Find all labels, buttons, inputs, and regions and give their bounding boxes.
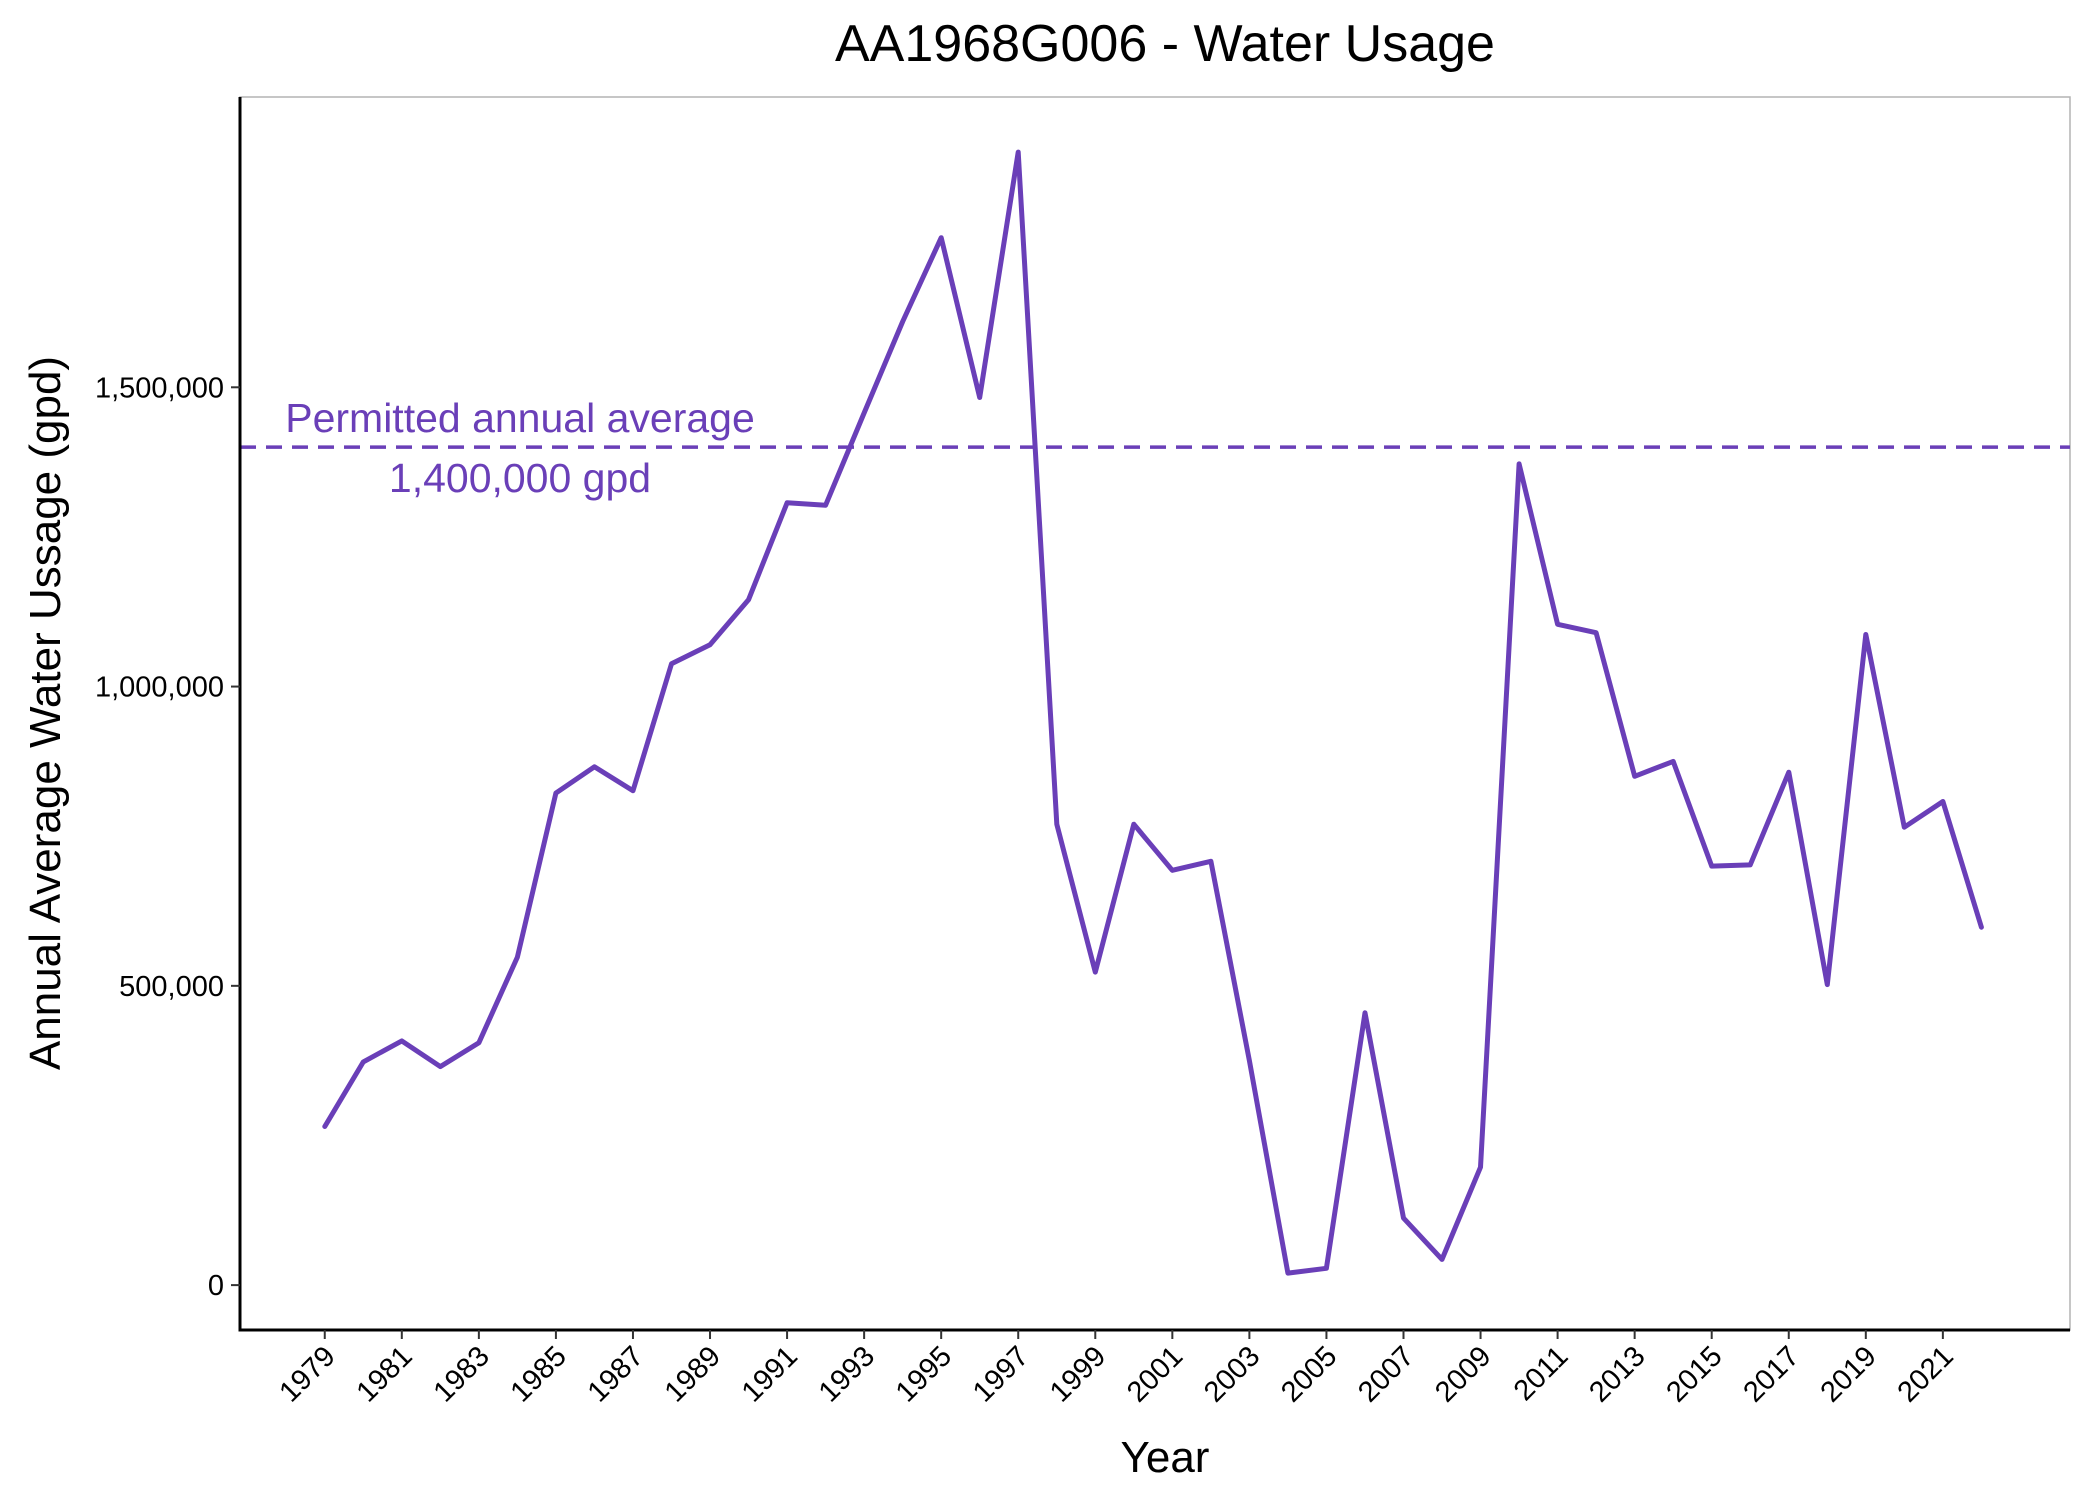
- x-tick-label: 2009: [1429, 1340, 1497, 1408]
- x-tick-label: 2007: [1352, 1340, 1420, 1408]
- x-ticks-group: 1979 1981 1983 1985 1987 1989 1991 1993 1995 1997…: [273, 1330, 1960, 1409]
- x-tick-label: 1983: [428, 1340, 496, 1408]
- x-tick-label: 1993: [813, 1340, 881, 1408]
- x-tick-label: 1989: [659, 1340, 727, 1408]
- x-tick-label: 2021: [1892, 1340, 1960, 1408]
- y-tick-label: 500,000: [119, 971, 224, 1003]
- x-axis-title: Year: [1121, 1433, 1210, 1482]
- x-tick-label: 1999: [1044, 1340, 1112, 1408]
- x-tick-label: 1985: [505, 1340, 573, 1408]
- x-tick-label: 1987: [582, 1340, 650, 1408]
- y-axis-title: Annual Average Water Ussage (gpd): [21, 356, 70, 1070]
- x-tick-label: 2019: [1815, 1340, 1883, 1408]
- x-tick-label: 1997: [967, 1340, 1035, 1408]
- x-tick-label: 2001: [1121, 1340, 1189, 1408]
- x-tick-label: 2003: [1198, 1340, 1266, 1408]
- y-tick-label: 1,000,000: [95, 672, 224, 704]
- x-tick-label: 2015: [1660, 1340, 1728, 1408]
- series-line: [322, 149, 1984, 1276]
- y-tick-label: 1,500,000: [95, 372, 224, 404]
- x-tick-label: 2017: [1737, 1340, 1805, 1408]
- x-tick-label: 1991: [736, 1340, 804, 1408]
- x-tick-label: 2005: [1275, 1340, 1343, 1408]
- y-tick-label: 0: [208, 1270, 224, 1302]
- chart-title: AA1968G006 - Water Usage: [835, 15, 1495, 73]
- x-tick-label: 1979: [273, 1340, 341, 1408]
- x-tick-label: 2013: [1583, 1340, 1651, 1408]
- series-group: [322, 149, 1984, 1276]
- permit-label-line1: Permitted annual average: [285, 395, 755, 441]
- plot-background: [239, 96, 2071, 1331]
- x-tick-label: 1995: [890, 1340, 958, 1408]
- reference-line-group: Permitted annual average 1,400,000 gpd: [240, 395, 2070, 501]
- axes-group: [238, 97, 2070, 1332]
- permit-label-line2: 1,400,000 gpd: [389, 455, 651, 501]
- x-tick-label: 2011: [1508, 1340, 1575, 1407]
- x-tick-label: 1981: [351, 1340, 419, 1408]
- y-ticks-group: 0 500,000 1,000,000 1,500,000: [95, 372, 240, 1302]
